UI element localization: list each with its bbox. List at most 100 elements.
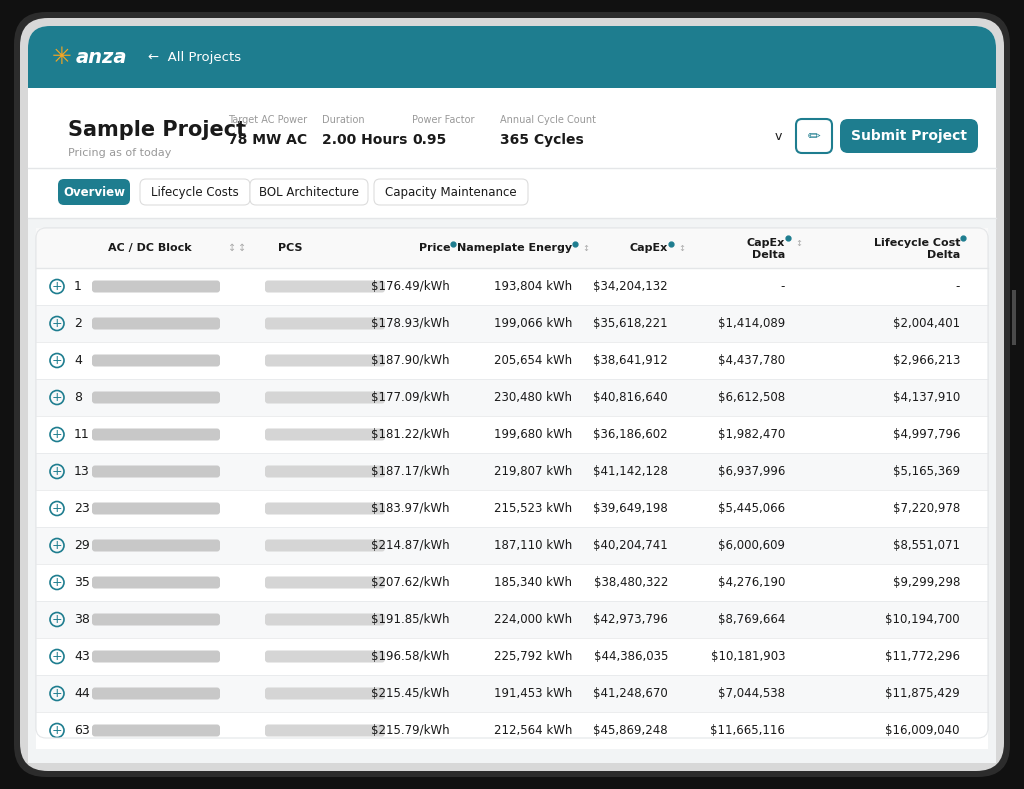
Bar — [28, 88, 996, 763]
Text: $44,386,035: $44,386,035 — [594, 650, 668, 663]
Text: $38,641,912: $38,641,912 — [593, 354, 668, 367]
Text: v: v — [774, 129, 781, 143]
Text: $207.62/kWh: $207.62/kWh — [372, 576, 450, 589]
Bar — [36, 453, 988, 490]
Text: $39,649,198: $39,649,198 — [593, 502, 668, 515]
Text: ↕: ↕ — [582, 244, 589, 252]
Text: $45,869,248: $45,869,248 — [593, 724, 668, 737]
Text: 8: 8 — [74, 391, 82, 404]
FancyBboxPatch shape — [265, 281, 385, 293]
Text: 212,564 kWh: 212,564 kWh — [494, 724, 572, 737]
FancyBboxPatch shape — [92, 466, 220, 477]
Text: $36,186,602: $36,186,602 — [593, 428, 668, 441]
Text: 219,807 kWh: 219,807 kWh — [494, 465, 572, 478]
Text: ↕: ↕ — [678, 244, 685, 252]
Text: Duration: Duration — [322, 115, 365, 125]
Text: 224,000 kWh: 224,000 kWh — [494, 613, 572, 626]
Bar — [36, 490, 988, 527]
Text: 38: 38 — [74, 613, 90, 626]
FancyBboxPatch shape — [92, 687, 220, 700]
Text: $1,982,470: $1,982,470 — [718, 428, 785, 441]
FancyBboxPatch shape — [92, 317, 220, 330]
Text: +: + — [51, 613, 62, 626]
Text: 35: 35 — [74, 576, 90, 589]
Text: 23: 23 — [74, 502, 90, 515]
Text: $40,816,640: $40,816,640 — [593, 391, 668, 404]
FancyBboxPatch shape — [92, 650, 220, 663]
Text: $5,445,066: $5,445,066 — [718, 502, 785, 515]
FancyBboxPatch shape — [265, 577, 385, 589]
Text: Sample Project: Sample Project — [68, 120, 246, 140]
Text: +: + — [51, 687, 62, 700]
Text: $183.97/kWh: $183.97/kWh — [372, 502, 450, 515]
Text: ✏: ✏ — [808, 129, 820, 144]
FancyBboxPatch shape — [140, 179, 250, 205]
Text: 13: 13 — [74, 465, 90, 478]
Text: 365 Cycles: 365 Cycles — [500, 133, 584, 147]
Text: 2.00 Hours: 2.00 Hours — [322, 133, 408, 147]
Text: anza: anza — [76, 47, 128, 66]
FancyBboxPatch shape — [265, 317, 385, 330]
Text: +: + — [51, 650, 62, 663]
Text: $41,142,128: $41,142,128 — [593, 465, 668, 478]
Text: $196.58/kWh: $196.58/kWh — [372, 650, 450, 663]
FancyBboxPatch shape — [36, 228, 988, 738]
FancyBboxPatch shape — [28, 26, 996, 88]
Text: 43: 43 — [74, 650, 90, 663]
FancyBboxPatch shape — [92, 540, 220, 552]
Text: $4,997,796: $4,997,796 — [893, 428, 961, 441]
FancyBboxPatch shape — [14, 12, 1010, 777]
Bar — [36, 738, 988, 749]
Text: ✳: ✳ — [52, 45, 72, 69]
Text: Lifecycle Costs: Lifecycle Costs — [152, 185, 239, 199]
Text: +: + — [51, 280, 62, 293]
Text: Delta: Delta — [927, 250, 961, 260]
Text: $16,009,040: $16,009,040 — [886, 724, 961, 737]
FancyBboxPatch shape — [265, 614, 385, 626]
Text: ←  All Projects: ← All Projects — [148, 50, 241, 63]
Text: CapEx: CapEx — [630, 243, 668, 253]
Text: 193,804 kWh: 193,804 kWh — [494, 280, 572, 293]
Text: Annual Cycle Count: Annual Cycle Count — [500, 115, 596, 125]
FancyBboxPatch shape — [265, 391, 385, 403]
Bar — [36, 564, 988, 601]
Text: $178.93/kWh: $178.93/kWh — [372, 317, 450, 330]
Text: ↕: ↕ — [238, 243, 246, 253]
Text: 191,453 kWh: 191,453 kWh — [494, 687, 572, 700]
FancyBboxPatch shape — [92, 354, 220, 367]
Text: $191.85/kWh: $191.85/kWh — [372, 613, 450, 626]
Text: 78 MW AC: 78 MW AC — [228, 133, 307, 147]
FancyBboxPatch shape — [58, 179, 130, 205]
Text: Lifecycle Cost: Lifecycle Cost — [873, 238, 961, 248]
Text: Submit Project: Submit Project — [851, 129, 967, 143]
Bar — [36, 342, 988, 379]
Bar — [36, 379, 988, 416]
Text: $7,220,978: $7,220,978 — [893, 502, 961, 515]
Text: $214.87/kWh: $214.87/kWh — [372, 539, 450, 552]
Text: Target AC Power: Target AC Power — [228, 115, 307, 125]
Text: $11,665,116: $11,665,116 — [710, 724, 785, 737]
Bar — [36, 712, 988, 749]
FancyBboxPatch shape — [92, 503, 220, 514]
Text: 215,523 kWh: 215,523 kWh — [494, 502, 572, 515]
Text: 1: 1 — [74, 280, 82, 293]
Text: $1,414,089: $1,414,089 — [718, 317, 785, 330]
Text: $10,181,903: $10,181,903 — [711, 650, 785, 663]
Text: 44: 44 — [74, 687, 90, 700]
FancyBboxPatch shape — [265, 650, 385, 663]
Text: 29: 29 — [74, 539, 90, 552]
FancyBboxPatch shape — [374, 179, 528, 205]
FancyBboxPatch shape — [265, 503, 385, 514]
Bar — [36, 416, 988, 453]
Text: $2,004,401: $2,004,401 — [893, 317, 961, 330]
FancyBboxPatch shape — [796, 119, 831, 153]
FancyBboxPatch shape — [265, 466, 385, 477]
Text: $9,299,298: $9,299,298 — [893, 576, 961, 589]
Text: $187.90/kWh: $187.90/kWh — [372, 354, 450, 367]
FancyBboxPatch shape — [250, 179, 368, 205]
Text: +: + — [51, 391, 62, 404]
Text: $7,044,538: $7,044,538 — [718, 687, 785, 700]
Text: $4,137,910: $4,137,910 — [893, 391, 961, 404]
Bar — [36, 675, 988, 712]
Text: $38,480,322: $38,480,322 — [594, 576, 668, 589]
